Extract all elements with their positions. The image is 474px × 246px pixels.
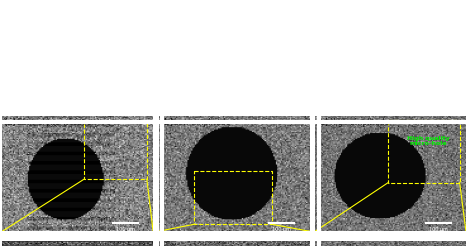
Text: (c): (c): [317, 118, 329, 127]
Bar: [388, 120, 460, 183]
Text: High amplitude: High amplitude: [330, 118, 390, 127]
Text: Control (no vibration): Control (no vibration): [18, 118, 100, 127]
Text: (b): (b): [160, 118, 174, 127]
Text: High quality
micro-hole: High quality micro-hole: [407, 136, 450, 146]
Bar: [84, 121, 147, 179]
Text: (a): (a): [4, 118, 17, 127]
Bar: [194, 171, 272, 224]
Text: Low amplitude: Low amplitude: [174, 118, 230, 127]
Text: 100 μm: 100 μm: [273, 227, 292, 232]
Text: 100 μm: 100 μm: [429, 227, 448, 232]
Text: 100 μm: 100 μm: [116, 227, 135, 232]
